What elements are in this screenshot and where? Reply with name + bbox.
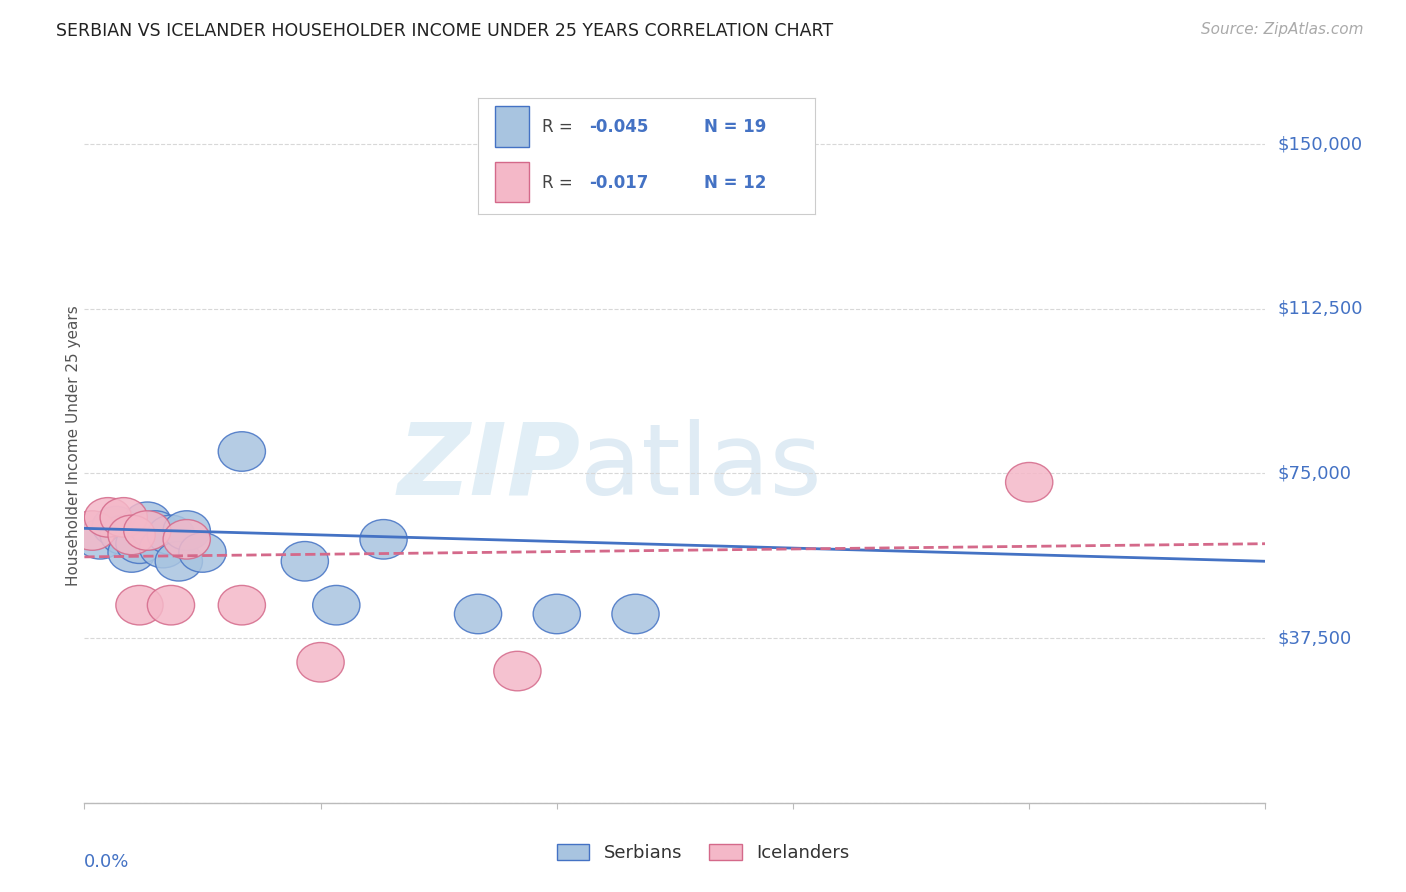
Ellipse shape [533,594,581,633]
Text: N = 19: N = 19 [704,118,766,136]
Y-axis label: Householder Income Under 25 years: Householder Income Under 25 years [66,306,80,586]
Ellipse shape [84,498,132,537]
Text: -0.045: -0.045 [589,118,648,136]
Text: -0.017: -0.017 [589,174,648,192]
Legend: Serbians, Icelanders: Serbians, Icelanders [550,837,856,870]
Ellipse shape [132,511,179,550]
Ellipse shape [163,519,211,559]
Ellipse shape [494,651,541,690]
Ellipse shape [1005,462,1053,502]
FancyBboxPatch shape [495,162,529,202]
Ellipse shape [297,642,344,682]
Ellipse shape [312,585,360,625]
Text: atlas: atlas [581,419,823,516]
Text: R =: R = [543,118,578,136]
Ellipse shape [148,516,194,555]
Ellipse shape [454,594,502,633]
Ellipse shape [93,507,139,546]
Text: R =: R = [543,174,583,192]
Ellipse shape [612,594,659,633]
Ellipse shape [108,533,155,573]
Ellipse shape [155,541,202,581]
Ellipse shape [100,516,148,555]
Ellipse shape [100,498,148,537]
Text: Source: ZipAtlas.com: Source: ZipAtlas.com [1201,22,1364,37]
Ellipse shape [281,541,329,581]
Ellipse shape [148,585,194,625]
Ellipse shape [360,519,408,559]
Ellipse shape [139,528,187,568]
Ellipse shape [124,502,172,541]
Text: $75,000: $75,000 [1277,465,1351,483]
Ellipse shape [76,519,124,559]
Ellipse shape [124,511,172,550]
Ellipse shape [69,511,115,550]
Text: ZIP: ZIP [398,419,581,516]
Text: N = 12: N = 12 [704,174,766,192]
FancyBboxPatch shape [495,106,529,147]
Ellipse shape [218,432,266,471]
Text: $150,000: $150,000 [1277,135,1362,153]
Text: $112,500: $112,500 [1277,300,1362,318]
Ellipse shape [115,524,163,564]
Text: 0.0%: 0.0% [84,853,129,871]
Text: $37,500: $37,500 [1277,629,1351,647]
Text: SERBIAN VS ICELANDER HOUSEHOLDER INCOME UNDER 25 YEARS CORRELATION CHART: SERBIAN VS ICELANDER HOUSEHOLDER INCOME … [56,22,834,40]
Ellipse shape [179,533,226,573]
Ellipse shape [163,511,211,550]
Ellipse shape [218,585,266,625]
Ellipse shape [108,516,155,555]
Ellipse shape [115,585,163,625]
